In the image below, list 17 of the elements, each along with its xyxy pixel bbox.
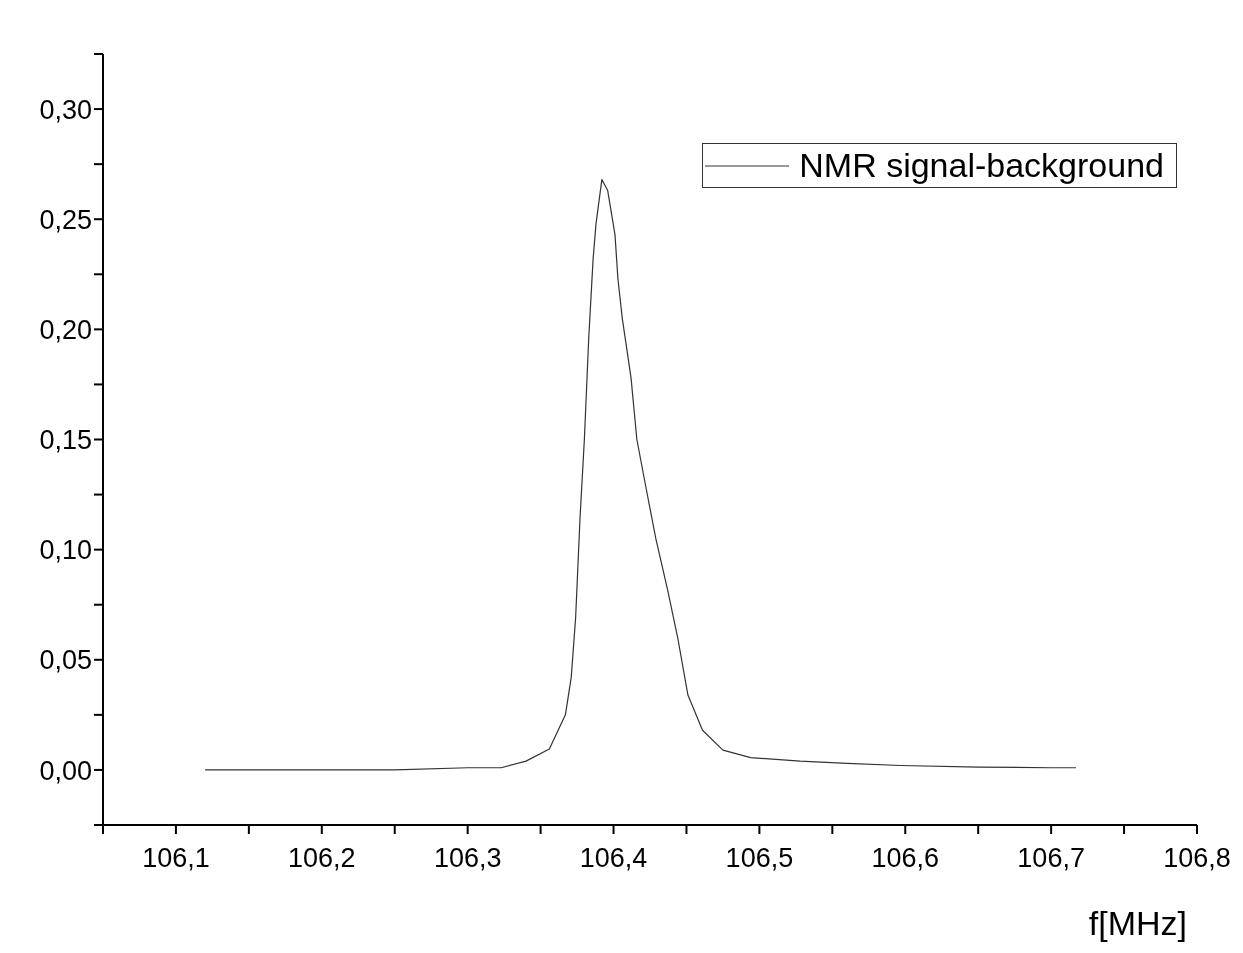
y-tick-label: 0,20 [39,314,92,345]
y-tick-label: 0,25 [39,204,92,235]
x-axis-title: f[MHz] [1088,904,1187,942]
x-tick-label: 106,6 [871,843,940,874]
x-tick-label: 106,4 [579,843,648,874]
x-tick-label: 106,8 [1163,843,1231,874]
y-tick-label: 0,10 [39,535,92,566]
x-tick-label: 106,7 [1017,843,1085,874]
y-tick-label: 0,15 [39,425,92,456]
x-tick-label: 106,5 [725,843,794,874]
y-tick-label: 0,30 [39,94,92,125]
y-tick-label: 0,00 [39,755,92,786]
x-tick-label: 106,2 [288,843,356,874]
x-tick-label: 106,3 [433,843,502,874]
x-tick-label: 106,1 [142,843,210,874]
legend-label: NMR signal-background [799,146,1164,185]
y-tick-label: 0,05 [39,645,92,676]
